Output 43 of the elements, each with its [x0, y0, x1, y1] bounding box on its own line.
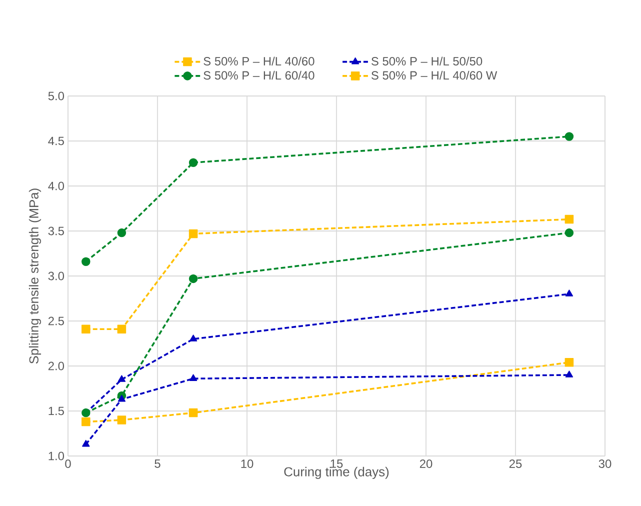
- point: [564, 214, 574, 224]
- y-tick-label: 3.0: [48, 272, 64, 280]
- point: [188, 408, 198, 418]
- y-tick-label: 4.5: [48, 136, 64, 146]
- point: [188, 158, 198, 167]
- x-tick-label: 30: [598, 460, 612, 468]
- point: [117, 324, 126, 334]
- y-axis-title: Splitting tensile strength (MPa): [28, 188, 42, 364]
- x-tick-label: 25: [509, 460, 522, 468]
- point: [189, 374, 198, 381]
- x-tick-label: 20: [420, 460, 432, 468]
- x-tick-label: 10: [241, 460, 254, 468]
- y-tick-label: 1.0: [48, 452, 64, 460]
- point: [82, 324, 90, 334]
- point: [564, 228, 574, 238]
- point: [118, 394, 126, 402]
- point: [82, 257, 90, 266]
- y-tick-label: 5.0: [48, 92, 64, 100]
- x-tick-label: 5: [154, 460, 160, 468]
- y-tick-label: 4.0: [48, 182, 64, 190]
- y-tick-label: 3.5: [48, 226, 64, 236]
- point: [188, 274, 198, 284]
- point: [117, 416, 126, 424]
- legend-label: S 50% P – H/L 50/50: [371, 56, 482, 66]
- x-tick-label: 0: [65, 460, 71, 468]
- point: [564, 132, 574, 141]
- x-axis-title: Curing time (days): [284, 466, 389, 479]
- legend-label: S 50% P – H/L 40/60 W: [371, 70, 498, 80]
- y-tick-label: 1.5: [48, 406, 64, 416]
- point: [82, 440, 90, 447]
- legend-label: S 50% P – H/L 40/60: [204, 56, 314, 66]
- point: [117, 228, 126, 238]
- point: [564, 358, 574, 367]
- y-tick-label: 2.5: [48, 316, 64, 326]
- y-tick-label: 2.0: [48, 362, 64, 370]
- point: [565, 290, 574, 296]
- point: [82, 417, 90, 426]
- point: [188, 229, 198, 238]
- legend-label: S 50% P – H/L 60/40: [204, 70, 314, 80]
- point: [565, 370, 574, 378]
- x-tick-label: 15: [330, 460, 343, 468]
- point: [189, 334, 198, 342]
- point: [118, 375, 126, 382]
